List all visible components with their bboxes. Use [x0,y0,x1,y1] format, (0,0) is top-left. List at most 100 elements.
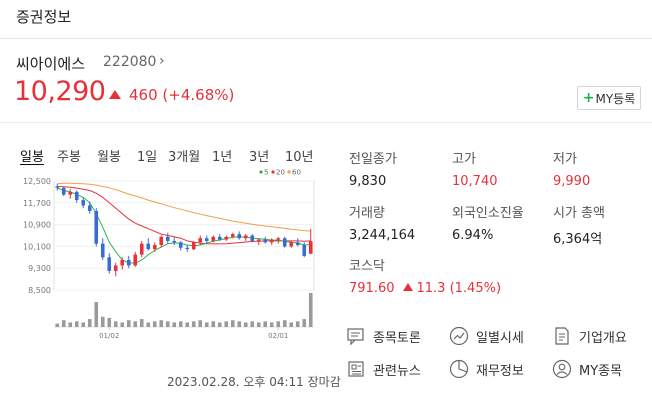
candle-body [308,241,313,254]
foreign-ratio-label: 외국인소진율 [452,206,524,221]
link-company-info[interactable]: 기업개요 [551,325,627,347]
volume-bar [113,321,118,327]
candle-body [55,186,60,188]
tab-1year[interactable]: 1년 [212,150,233,165]
volume-bar [81,322,86,327]
up-triangle-icon [402,283,413,291]
volume-bar [94,302,99,327]
legend-label: 5 [264,169,268,177]
price-change: 460 (+4.68%) [129,86,234,104]
candle-body [74,191,79,201]
my-register-button[interactable]: + MY등록 [577,86,641,110]
volume-bar [269,322,274,327]
y-tick-label: 10,100 [23,242,51,251]
ma20-line [57,186,311,245]
volume-bar [133,321,138,327]
volume-label: 거래량 [349,206,385,221]
kosdaq-label[interactable]: 코스닥 [349,259,385,274]
person-icon [551,358,573,380]
candle-body [61,187,66,195]
candle-body [113,265,118,271]
candle-body [178,242,183,248]
plot-frame [53,180,315,291]
volume-bar [276,321,281,327]
tab-monthly[interactable]: 월봉 [97,150,121,165]
candle-body [87,205,92,211]
legend-marker [287,170,291,174]
y-tick-label: 11,700 [23,199,51,208]
candle-body [159,236,164,246]
tab-daily[interactable]: 일봉 [20,150,44,165]
plus-icon: + [582,90,595,106]
stock-code[interactable]: 222080 [103,54,157,70]
link-discussion[interactable]: 종목토론 [345,325,421,347]
kosdaq-value: 791.60 [349,281,395,296]
link-news[interactable]: 관련뉴스 [345,358,421,380]
stock-chart[interactable]: 12,500 11,700 10,900 10,100 9,300 8,500 5 20 60 0… [22,166,322,346]
candle-body [165,236,170,241]
candle-body [172,240,177,243]
candle-body [295,242,300,246]
candle-body [217,236,222,240]
volume-bar [139,319,144,327]
volume-bar [61,320,66,327]
page-title: 증권정보 [16,8,72,26]
x-tick-label: 02/01 [268,332,288,340]
link-daily-price[interactable]: 일별시세 [448,325,524,347]
candle-body [120,260,125,266]
volume-bar [146,322,151,327]
tab-10years[interactable]: 10년 [285,150,314,165]
stat-volume: 거래량 3,244,164 [349,202,415,243]
pie-chart-icon [448,358,470,380]
volume-bar [68,322,73,327]
volume-bar [289,322,294,327]
stock-name[interactable]: 씨아이에스 [16,55,86,73]
y-tick-label: 9,300 [28,264,51,273]
volume-bar [243,322,248,327]
ma60-line [57,182,311,232]
legend-marker [259,170,263,174]
link-my-stocks[interactable]: MY종목 [551,358,622,380]
stat-low: 저가 9,990 [553,148,590,189]
candle-body [237,234,242,239]
candle-body [282,238,287,247]
y-tick-label: 12,500 [23,177,51,186]
candle-body [250,235,255,241]
candle-body [94,210,99,244]
timestamp: 2023.02.28. 오후 04:11 장마감 [167,375,341,389]
my-register-label: MY등록 [595,91,636,106]
candle-body [211,236,216,241]
candle-body [126,260,131,266]
volume-bar [204,322,209,327]
volume-bar [185,322,190,327]
volume-bar [165,321,170,327]
volume-bar [152,321,157,327]
tab-1day[interactable]: 1일 [137,150,158,165]
volume-value: 3,244,164 [349,228,416,243]
legend-label: 20 [276,169,285,177]
link-financials[interactable]: 재무정보 [448,358,524,380]
candle-body [146,243,151,250]
candle-body [230,234,235,237]
volume-bar [55,323,60,327]
candle-body [133,254,138,266]
chevron-right-icon[interactable]: › [159,53,165,69]
news-icon [345,358,367,380]
current-price: 10,290 [14,76,106,107]
candle-body [276,238,281,240]
volume-bar [302,319,307,327]
candle-body [107,257,112,271]
volume-bar [172,322,177,327]
candle-body [68,191,73,195]
volume-bar [178,321,183,327]
tab-3months[interactable]: 3개월 [168,150,201,165]
change-value: 460 [129,86,158,104]
y-tick-label: 10,900 [23,221,51,230]
prev-close-label: 전일종가 [349,152,397,167]
link-my-stocks-label: MY종목 [579,363,623,379]
tab-weekly[interactable]: 주봉 [57,150,81,165]
trend-icon [448,325,470,347]
low-value: 9,990 [553,174,591,189]
tab-3years[interactable]: 3년 [249,150,270,165]
divider [0,122,652,123]
